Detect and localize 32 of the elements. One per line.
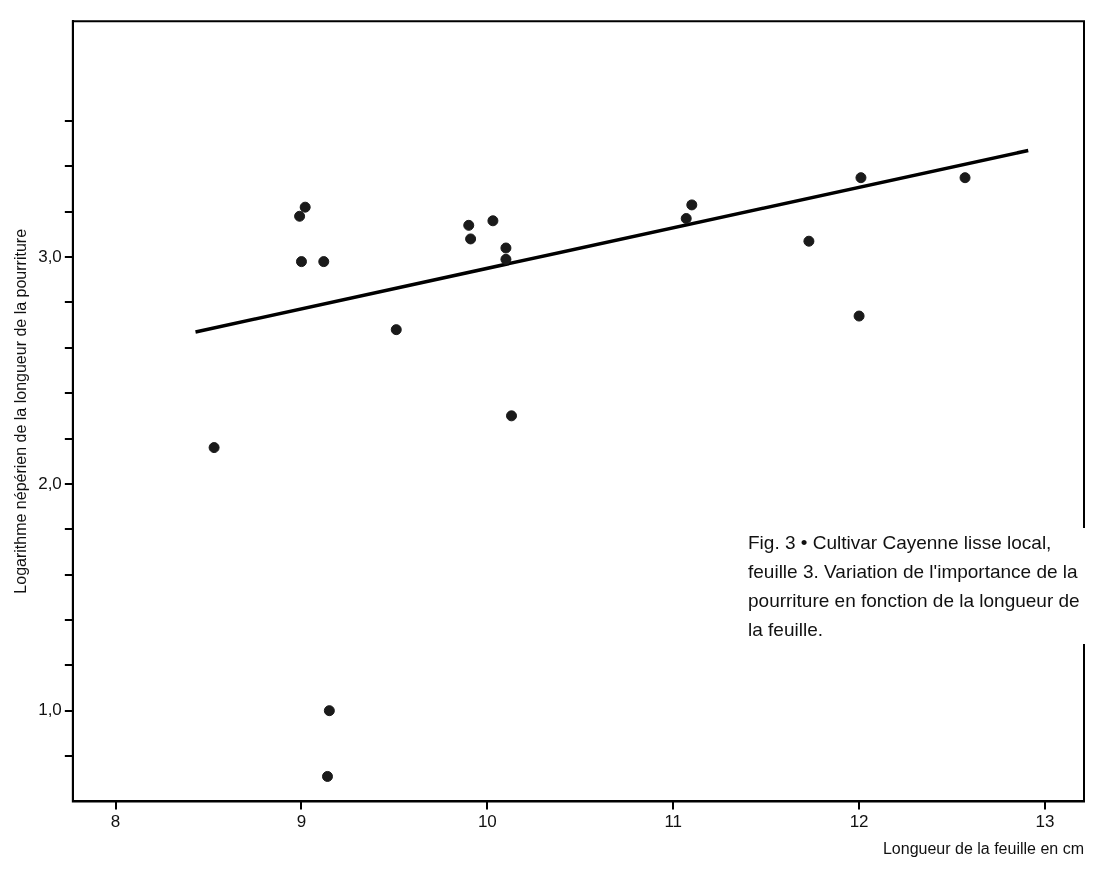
x-tick-label: 13 bbox=[1035, 812, 1055, 832]
point bbox=[506, 410, 517, 422]
y-axis-title: Logarithme népérien de la longueur de la pourriture bbox=[12, 228, 30, 594]
point bbox=[321, 770, 333, 782]
point bbox=[686, 199, 698, 211]
point bbox=[500, 253, 512, 265]
point bbox=[295, 256, 307, 268]
x-tick-label: 10 bbox=[477, 812, 497, 832]
y-tick-label: 2,0 bbox=[38, 473, 62, 493]
point bbox=[853, 310, 865, 322]
point bbox=[463, 219, 475, 231]
point bbox=[855, 172, 867, 184]
x-tick-label: 12 bbox=[849, 812, 869, 832]
x-axis-title: Longueur de la feuille en cm bbox=[882, 839, 1084, 857]
point bbox=[299, 201, 311, 213]
point bbox=[803, 235, 815, 247]
x-tick-label: 11 bbox=[664, 812, 683, 832]
point bbox=[294, 210, 306, 222]
x-tick-label: 8 bbox=[110, 812, 121, 832]
point bbox=[318, 256, 330, 268]
point bbox=[465, 233, 477, 245]
point bbox=[680, 213, 692, 225]
point bbox=[500, 242, 512, 254]
point bbox=[323, 705, 335, 717]
y-tick-label: 1,0 bbox=[38, 700, 62, 720]
point bbox=[959, 172, 971, 184]
x-tick-label: 9 bbox=[296, 812, 307, 832]
annotation: Fig. 3 • Cultivar Cayenne lisse local, feuille 3. Variation de l'importance de la pourriture en fonction de la longueur de la feuille. bbox=[748, 528, 1088, 644]
point bbox=[390, 324, 402, 336]
y-tick-label: 3,0 bbox=[38, 246, 62, 266]
point bbox=[487, 215, 499, 227]
point bbox=[208, 442, 220, 454]
